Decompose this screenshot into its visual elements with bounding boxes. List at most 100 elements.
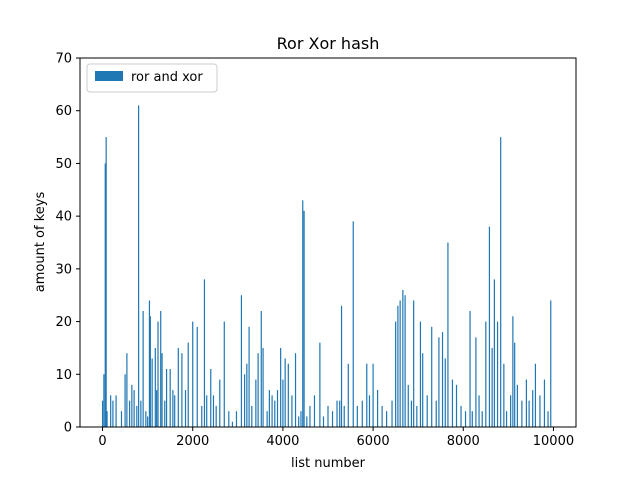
bar-58 — [262, 347, 264, 427]
bar-95 — [391, 400, 393, 427]
bar-127 — [496, 321, 499, 427]
y-tick-label-6: 60 — [55, 104, 72, 119]
bar-100 — [404, 295, 406, 427]
bar-63 — [276, 390, 279, 427]
bar-36 — [187, 342, 189, 427]
bar-91 — [372, 363, 374, 427]
bar-37 — [192, 321, 194, 427]
bar-4 — [106, 411, 108, 427]
chart-title: Ror Xor hash — [277, 34, 380, 53]
y-tick-label-3: 30 — [55, 262, 72, 277]
bar-134 — [516, 384, 518, 427]
bar-9 — [124, 374, 126, 427]
bar-48 — [231, 421, 234, 427]
bar-56 — [257, 353, 259, 427]
bar-47 — [228, 411, 230, 427]
y-axis-ticks: 0 10 20 30 40 50 60 70 — [55, 52, 80, 436]
bar-142 — [547, 411, 549, 427]
bar-64 — [280, 347, 282, 427]
bar-10 — [126, 353, 128, 427]
bar-98 — [399, 300, 401, 427]
bar-118 — [469, 311, 471, 427]
bar-12 — [131, 384, 133, 427]
bar-103 — [413, 300, 415, 427]
bar-101 — [407, 384, 409, 427]
bar-71 — [300, 411, 302, 427]
bar-33 — [177, 347, 179, 427]
y-tick-label-1: 10 — [55, 368, 72, 383]
bar-60 — [268, 390, 270, 427]
bar-19 — [147, 416, 149, 427]
bar-18 — [145, 411, 147, 427]
bar-22 — [151, 358, 153, 427]
bar-65 — [282, 379, 284, 427]
bar-29 — [165, 369, 168, 427]
bar-123 — [485, 321, 487, 427]
bar-107 — [426, 395, 428, 427]
y-tick-label-2: 20 — [55, 315, 72, 330]
bar-86 — [352, 221, 354, 427]
bar-104 — [416, 405, 418, 427]
bar-32 — [174, 395, 176, 427]
bar-106 — [422, 353, 424, 427]
legend-swatch — [95, 71, 123, 81]
bar-28 — [164, 400, 166, 427]
x-axis-ticks: 0 2000 4000 6000 8000 10000 — [98, 427, 574, 449]
bar-96 — [395, 321, 397, 427]
bar-26 — [160, 311, 162, 427]
bar-0 — [101, 400, 104, 427]
bar-119 — [471, 411, 473, 427]
bar-46 — [223, 321, 225, 427]
legend: ror and xor — [86, 63, 218, 93]
x-tick-label-2: 4000 — [266, 434, 299, 449]
bar-136 — [525, 379, 527, 427]
bar-1 — [103, 374, 105, 427]
bar-23 — [154, 347, 156, 427]
bar-99 — [402, 289, 404, 427]
bar-25 — [157, 321, 159, 427]
bar-43 — [212, 395, 215, 427]
bar-76 — [313, 395, 316, 427]
bar-97 — [397, 305, 399, 427]
bar-39 — [201, 405, 203, 427]
y-tick-label-4: 40 — [55, 210, 72, 225]
bar-138 — [532, 390, 534, 427]
bar-73 — [303, 210, 305, 427]
bar-121 — [478, 395, 480, 427]
bar-109 — [435, 400, 437, 427]
bar-111 — [441, 332, 444, 427]
bars-group — [101, 105, 552, 427]
y-tick-label-7: 70 — [55, 52, 72, 67]
plot-frame — [79, 57, 577, 428]
bar-51 — [243, 374, 246, 427]
bar-62 — [274, 400, 276, 427]
bar-52 — [246, 363, 248, 427]
bar-135 — [521, 400, 523, 427]
bar-139 — [534, 363, 537, 427]
bar-6 — [112, 400, 114, 427]
x-tick-label-1: 2000 — [176, 434, 209, 449]
x-tick-label-0: 0 — [98, 434, 106, 449]
bar-59 — [266, 411, 268, 427]
bar-112 — [444, 358, 446, 427]
bar-130 — [505, 411, 508, 427]
bar-14 — [136, 405, 138, 427]
bar-13 — [133, 390, 135, 427]
bar-3 — [105, 137, 107, 427]
y-tick-label-5: 50 — [55, 157, 72, 172]
bar-115 — [455, 384, 458, 427]
bar-124 — [488, 226, 491, 427]
bar-78 — [322, 416, 325, 427]
bar-2 — [104, 163, 106, 427]
bar-114 — [451, 379, 454, 427]
bar-133 — [514, 342, 516, 427]
bar-61 — [271, 395, 273, 427]
bar-27 — [161, 353, 163, 427]
bar-24 — [156, 390, 158, 427]
x-axis-label: list number — [291, 456, 366, 471]
bar-83 — [340, 305, 343, 427]
bar-53 — [248, 326, 250, 427]
bar-15 — [138, 105, 140, 427]
bar-57 — [260, 311, 262, 427]
